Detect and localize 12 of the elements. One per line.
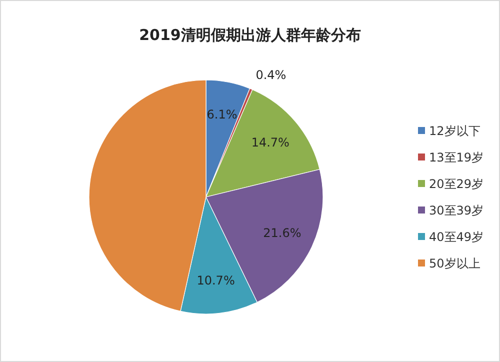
legend-label: 30至39岁 [429, 204, 484, 218]
legend-label: 40至49岁 [429, 230, 484, 244]
legend-label: 13至19岁 [429, 150, 484, 164]
legend-label: 20至29岁 [429, 177, 484, 191]
data-label: 21.6% [263, 226, 302, 240]
chart-title: 2019清明假期出游人群年龄分布 [139, 26, 361, 44]
data-label: 6.1% [206, 107, 238, 122]
data-label: 0.4% [256, 68, 286, 82]
data-label: 10.7% [196, 274, 235, 288]
legend-label: 12岁以下 [429, 124, 480, 138]
data-label: 14.7% [251, 136, 290, 150]
legend-label: 50岁以上 [429, 256, 480, 270]
